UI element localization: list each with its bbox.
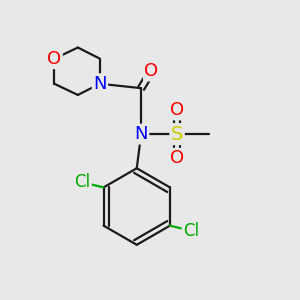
Text: N: N: [93, 75, 107, 93]
Text: O: O: [144, 62, 158, 80]
Text: O: O: [47, 50, 62, 68]
Text: O: O: [170, 149, 184, 167]
Text: Cl: Cl: [74, 173, 91, 191]
Text: N: N: [134, 125, 148, 143]
Text: Cl: Cl: [183, 222, 199, 240]
Text: S: S: [171, 124, 183, 144]
Text: O: O: [170, 101, 184, 119]
